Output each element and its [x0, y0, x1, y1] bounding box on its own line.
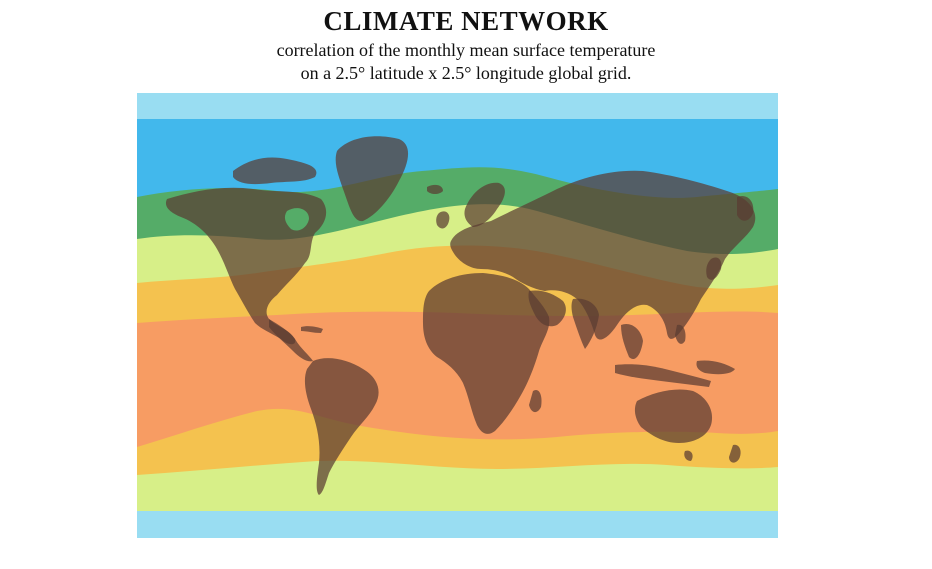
southeast-asia [621, 323, 643, 360]
australia [634, 389, 713, 443]
british-isles [436, 211, 450, 229]
new-zealand [729, 444, 741, 463]
arctic-islands [233, 157, 317, 185]
south-america [304, 358, 379, 495]
india [571, 298, 599, 349]
kamchatka [737, 195, 754, 221]
subtitle-line-1: correlation of the monthly mean surface … [276, 40, 656, 60]
climate-network-map [137, 93, 778, 538]
central-america [269, 319, 313, 362]
landmasses [165, 136, 756, 495]
scandinavia [464, 182, 505, 227]
north-america [165, 187, 327, 345]
caribbean [301, 326, 323, 333]
hudson-bay [284, 208, 309, 231]
new-guinea [696, 360, 735, 375]
tasmania [684, 450, 693, 461]
japan [706, 257, 722, 280]
title: CLIMATE NETWORK [323, 6, 609, 36]
subtitle-line-2: on a 2.5° latitude x 2.5° longitude glob… [300, 63, 632, 83]
eurasia [450, 170, 756, 340]
madagascar [529, 389, 542, 413]
greenland [335, 136, 409, 222]
arabia [528, 290, 566, 327]
iceland [427, 184, 443, 194]
indonesia [615, 364, 711, 387]
philippines [675, 324, 686, 344]
africa [423, 273, 550, 434]
band-cool-south-edge [137, 511, 778, 538]
